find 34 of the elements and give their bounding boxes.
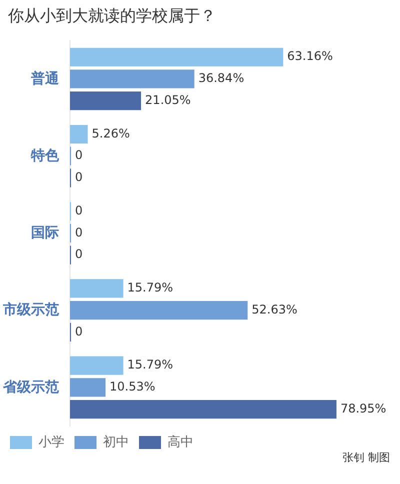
bar <box>70 48 284 66</box>
data-label: 0 <box>75 203 83 218</box>
data-label: 15.79% <box>127 280 174 295</box>
bar <box>70 378 106 397</box>
data-label: 78.95% <box>340 401 386 416</box>
data-label: 5.26% <box>92 126 130 140</box>
text: 张钊 制图 <box>342 450 390 465</box>
data-label: 0 <box>75 247 83 262</box>
data-label: 21.05% <box>145 92 191 107</box>
data-label: 36.84% <box>198 71 244 86</box>
bar <box>70 70 194 88</box>
bar <box>70 279 124 298</box>
chart-title: 你从小到大就读的学校属于？ <box>7 5 217 27</box>
y-tick-label: 特色 <box>30 146 60 163</box>
y-tick-label: 省级示范 <box>2 378 59 394</box>
bar <box>70 400 336 419</box>
bar <box>70 301 248 320</box>
y-tick-label: 国际 <box>31 224 59 240</box>
bar <box>70 92 142 110</box>
data-label: 0 <box>75 148 83 162</box>
bar <box>70 356 124 375</box>
data-label: 63.16% <box>287 49 333 64</box>
data-label: 0 <box>75 170 83 184</box>
data-label: 0 <box>75 324 83 338</box>
y-tick-label: 市级示范 <box>2 301 59 318</box>
data-label: 0 <box>75 225 83 240</box>
y-tick-label: 普通 <box>30 70 60 86</box>
data-label: 15.79% <box>127 358 174 372</box>
bar <box>70 124 88 144</box>
legend-label: 小学 <box>38 434 64 450</box>
legend-label: 高中 <box>168 434 194 450</box>
legend-label: 初中 <box>103 434 129 450</box>
data-label: 52.63% <box>252 302 298 316</box>
data-label: 10.53% <box>110 380 156 394</box>
